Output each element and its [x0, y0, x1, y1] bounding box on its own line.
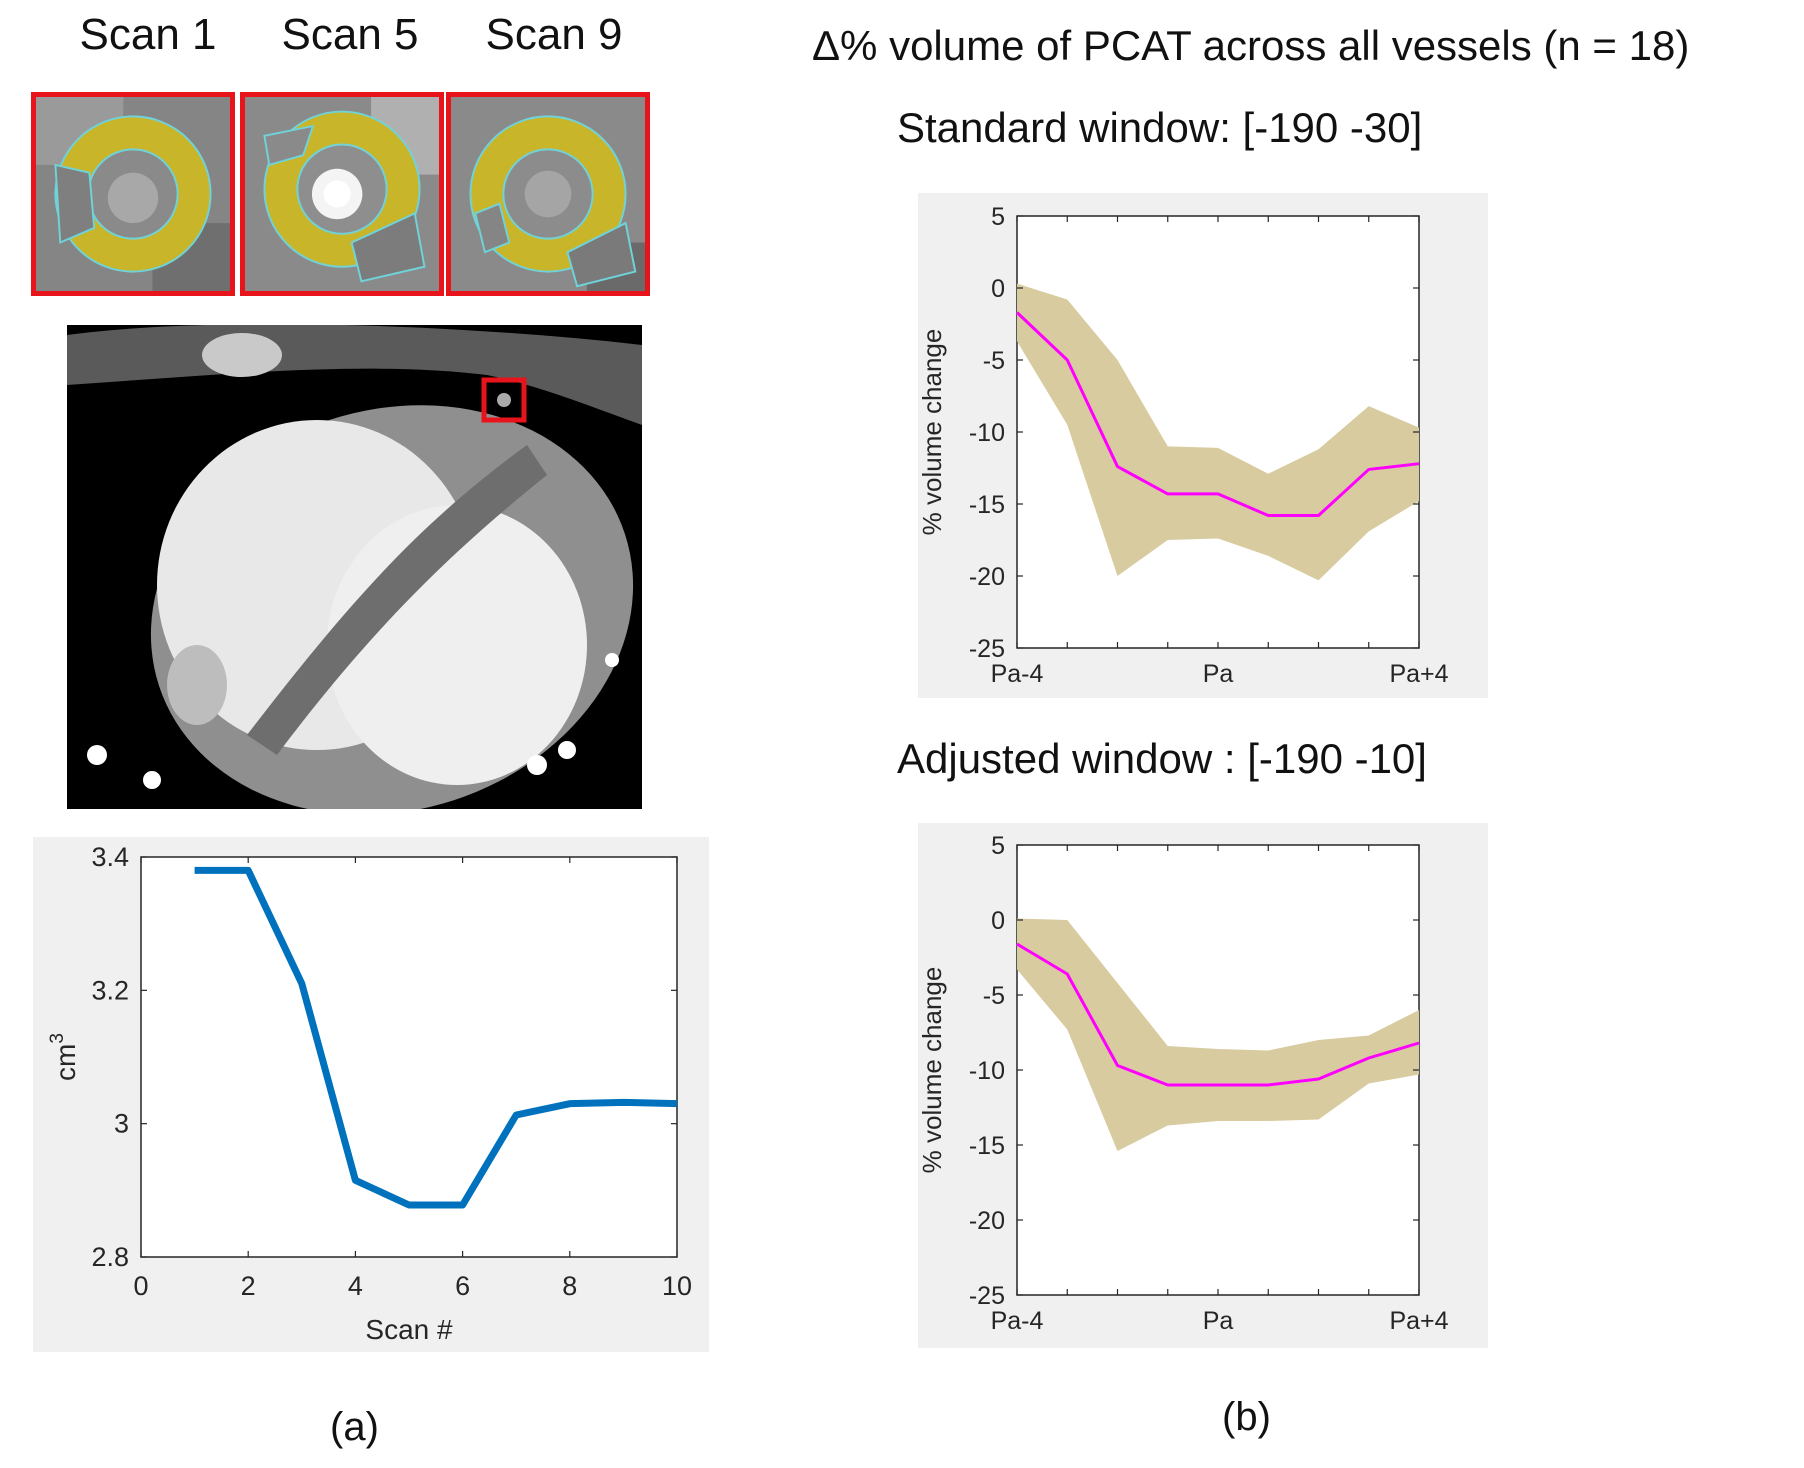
scan-9-thumbnail	[446, 92, 650, 296]
y-tick-label: 3.4	[91, 842, 129, 872]
y-tick-label: 3.2	[91, 975, 129, 1005]
y-tick-label: -5	[983, 982, 1005, 1010]
y-tick-label: -20	[969, 563, 1005, 591]
x-tick-label: 6	[455, 1271, 470, 1301]
x-tick-label: 8	[562, 1271, 577, 1301]
x-tick-label: Pa	[1203, 660, 1234, 688]
y-tick-label: 3	[114, 1109, 129, 1139]
scan-1-thumbnail	[31, 92, 235, 296]
scan-5-thumbnail	[240, 92, 444, 296]
y-tick-label: 0	[991, 275, 1005, 303]
y-tick-label: 5	[991, 832, 1005, 860]
mean-line	[1015, 311, 1420, 518]
y-tick-label: -15	[969, 491, 1005, 519]
ct-heart-image	[67, 325, 642, 809]
panel-a-caption: (a)	[330, 1405, 379, 1449]
x-tick-label: Pa-4	[991, 660, 1044, 688]
x-tick-label: Pa-4	[991, 1307, 1044, 1335]
adjusted-window-title: Adjusted window : [-190 -10]	[897, 735, 1427, 782]
y-tick-label: 2.8	[91, 1242, 129, 1272]
y-tick-label: -10	[969, 1057, 1005, 1085]
scan-9-label: Scan 9	[485, 10, 623, 59]
y-tick-label: -10	[969, 419, 1005, 447]
x-tick-label: Pa	[1203, 1307, 1234, 1335]
y-tick-label: -20	[969, 1207, 1005, 1235]
y-axis-label: % volume change	[918, 329, 947, 536]
y-tick-label: -25	[969, 635, 1005, 663]
mean-line	[1016, 942, 1420, 1087]
y-tick-label: -25	[969, 1282, 1005, 1310]
scan-volume-plot: 0 2 4 6 8 10 2.8 3 3.2 3.4 Scan # cm3	[47, 842, 692, 1345]
plot-area	[140, 856, 678, 1258]
confidence-band	[1017, 918, 1419, 1151]
x-tick-label: 0	[133, 1271, 148, 1301]
y-axis-label-superscript: 3	[47, 1033, 68, 1044]
x-tick-label: 4	[348, 1271, 363, 1301]
x-axis-label: Scan #	[365, 1314, 453, 1345]
panel-b-title: Δ% volume of PCAT across all vessels (n …	[812, 22, 1690, 69]
y-tick-label: -5	[983, 347, 1005, 375]
x-tick-label: 10	[662, 1271, 692, 1301]
x-tick-label: 2	[241, 1271, 256, 1301]
y-axis-label: % volume change	[918, 967, 947, 1174]
x-tick-label: Pa+4	[1389, 1307, 1448, 1335]
volume-series-line	[194, 866, 678, 1209]
y-axis-label: cm3	[47, 1033, 81, 1081]
scan-5-label: Scan 5	[281, 10, 419, 59]
y-tick-label: 0	[991, 907, 1005, 935]
scan-1-label: Scan 1	[79, 10, 217, 59]
x-tick-label: Pa+4	[1389, 660, 1448, 688]
y-tick-label: -15	[969, 1132, 1005, 1160]
scan-volume-chart: 0 2 4 6 8 10 2.8 3 3.2 3.4 Scan # cm3	[47, 842, 692, 1345]
confidence-band	[1017, 283, 1419, 581]
y-tick-label: 5	[991, 203, 1005, 231]
panel-b-caption: (b)	[1222, 1395, 1271, 1439]
standard-window-title: Standard window: [-190 -30]	[897, 104, 1423, 151]
